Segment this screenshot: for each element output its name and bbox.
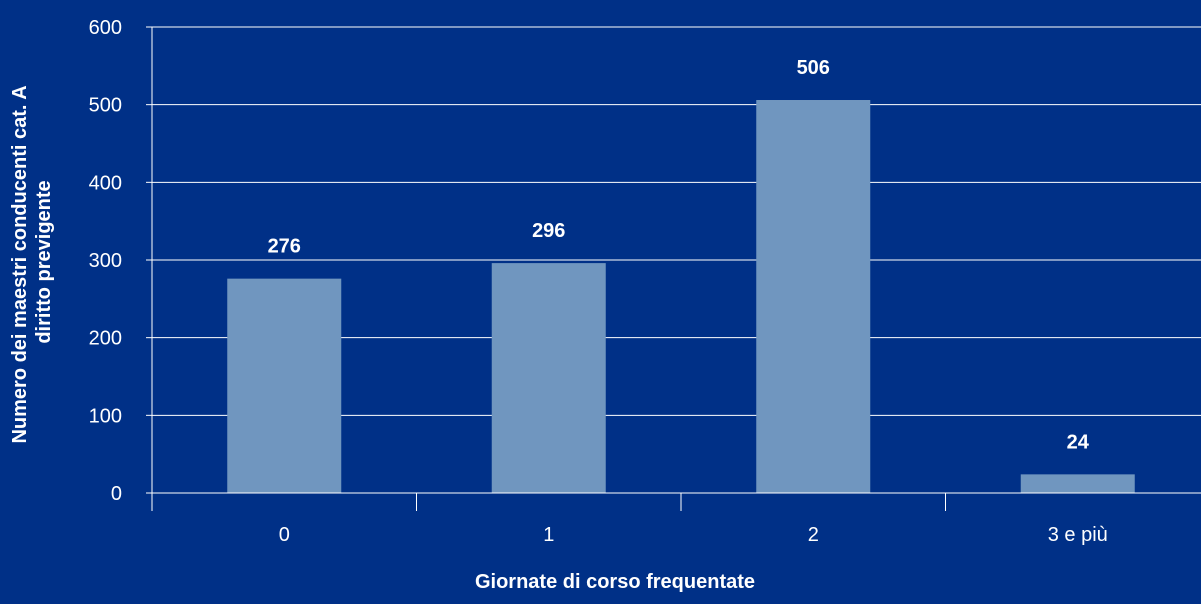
y-axis-title: Numero dei maestri conducenti cat. A dir…: [9, 80, 55, 443]
data-label: 24: [1067, 431, 1090, 453]
y-tick-label: 500: [89, 95, 122, 117]
bar: [227, 278, 342, 493]
bars: [227, 100, 1135, 494]
data-labels: 276 296 506 24: [268, 57, 1090, 453]
x-tick-label: 2: [808, 524, 819, 546]
y-tick-label: 100: [89, 405, 122, 427]
bar: [756, 100, 871, 494]
x-axis-title: Giornate di corso frequentate: [475, 571, 755, 593]
data-label: 506: [797, 57, 830, 79]
y-axis-title-line-1: Numero dei maestri conducenti cat. A: [9, 86, 31, 444]
data-label: 296: [532, 220, 565, 242]
bar: [491, 263, 606, 493]
bar: [1020, 474, 1135, 493]
axes: 0 100 200 300 400 500 600 0 1 2 3 e più: [89, 17, 1201, 546]
x-tick-label: 0: [279, 524, 290, 546]
y-tick-label: 200: [89, 328, 122, 350]
x-tick-label: 3 e più: [1048, 524, 1108, 546]
x-tick-label: 1: [543, 524, 554, 546]
data-label: 276: [268, 236, 301, 258]
y-tick-label: 300: [89, 250, 122, 272]
y-axis-title-line-2: diritto previgente: [33, 180, 55, 343]
y-tick-label: 0: [111, 483, 122, 505]
y-tick-label: 400: [89, 172, 122, 194]
y-tick-label: 600: [89, 17, 122, 39]
